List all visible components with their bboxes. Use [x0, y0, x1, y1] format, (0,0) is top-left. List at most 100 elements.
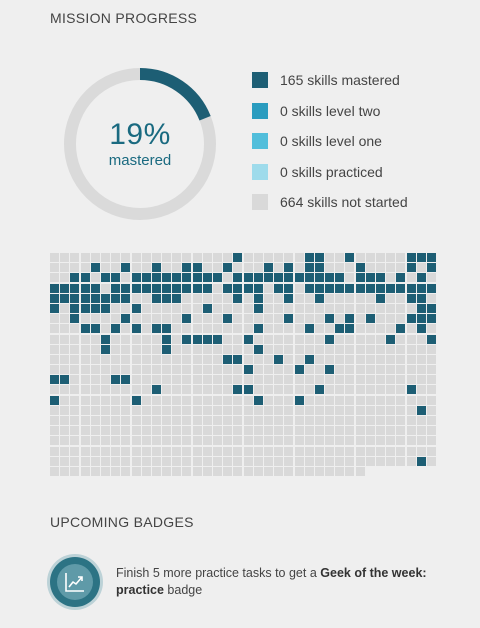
skill-cell-not-started[interactable]	[213, 466, 222, 476]
skill-cell-mastered[interactable]	[172, 273, 182, 283]
skill-cell-mastered[interactable]	[121, 293, 131, 303]
skill-cell-not-started[interactable]	[223, 344, 233, 354]
skill-cell-not-started[interactable]	[182, 436, 192, 446]
skill-cell-mastered[interactable]	[365, 314, 375, 324]
skill-cell-not-started[interactable]	[263, 395, 273, 405]
skill-cell-not-started[interactable]	[376, 446, 385, 456]
skill-cell-not-started[interactable]	[274, 446, 284, 456]
skill-cell-not-started[interactable]	[314, 354, 324, 364]
skill-cell-not-started[interactable]	[406, 303, 416, 313]
skill-cell-not-started[interactable]	[406, 334, 416, 344]
skill-cell-not-started[interactable]	[376, 456, 385, 466]
skill-cell-not-started[interactable]	[233, 334, 243, 344]
skill-cell-not-started[interactable]	[100, 375, 110, 385]
skill-cell-mastered[interactable]	[90, 303, 100, 313]
skill-cell-not-started[interactable]	[182, 385, 192, 395]
skill-cell-not-started[interactable]	[376, 263, 385, 273]
skill-cell-not-started[interactable]	[274, 416, 284, 425]
skill-cell-not-started[interactable]	[304, 344, 314, 354]
skill-cell-not-started[interactable]	[121, 405, 131, 415]
skill-cell-not-started[interactable]	[263, 405, 273, 415]
skill-cell-not-started[interactable]	[325, 253, 335, 262]
skill-cell-mastered[interactable]	[182, 263, 192, 273]
skill-cell-not-started[interactable]	[325, 416, 335, 425]
skill-cell-not-started[interactable]	[60, 324, 70, 334]
skill-cell-not-started[interactable]	[365, 426, 375, 436]
skill-cell-not-started[interactable]	[80, 314, 90, 324]
skill-cell-not-started[interactable]	[365, 293, 375, 303]
skill-cell-not-started[interactable]	[396, 456, 406, 466]
skill-cell-not-started[interactable]	[263, 253, 273, 262]
skill-cell-mastered[interactable]	[335, 283, 345, 293]
skill-cell-not-started[interactable]	[355, 395, 365, 405]
skill-cell-not-started[interactable]	[90, 416, 100, 425]
skill-cell-not-started[interactable]	[416, 446, 426, 456]
skill-cell-not-started[interactable]	[50, 385, 59, 395]
skill-cell-not-started[interactable]	[192, 314, 202, 324]
skill-cell-not-started[interactable]	[304, 426, 314, 436]
skill-cell-not-started[interactable]	[284, 466, 294, 476]
skill-cell-not-started[interactable]	[253, 385, 263, 395]
skill-cell-mastered[interactable]	[274, 273, 284, 283]
skill-cell-not-started[interactable]	[172, 436, 182, 446]
skill-cell-not-started[interactable]	[162, 263, 172, 273]
skill-cell-not-started[interactable]	[111, 466, 121, 476]
skill-cell-not-started[interactable]	[141, 405, 151, 415]
skill-cell-not-started[interactable]	[386, 303, 396, 313]
skill-cell-not-started[interactable]	[141, 416, 151, 425]
skill-cell-not-started[interactable]	[274, 436, 284, 446]
skill-cell-not-started[interactable]	[213, 324, 222, 334]
skill-cell-mastered[interactable]	[162, 334, 172, 344]
skill-cell-not-started[interactable]	[233, 416, 243, 425]
skill-cell-not-started[interactable]	[111, 263, 121, 273]
skill-cell-not-started[interactable]	[182, 446, 192, 456]
skill-cell-not-started[interactable]	[162, 446, 172, 456]
skill-cell-not-started[interactable]	[274, 365, 284, 375]
skill-cell-not-started[interactable]	[406, 456, 416, 466]
skill-cell-not-started[interactable]	[386, 354, 396, 364]
skill-cell-not-started[interactable]	[325, 426, 335, 436]
skill-cell-not-started[interactable]	[365, 365, 375, 375]
skill-cell-not-started[interactable]	[345, 426, 355, 436]
skill-cell-not-started[interactable]	[50, 466, 59, 476]
skill-cell-not-started[interactable]	[60, 365, 70, 375]
skill-cell-not-started[interactable]	[335, 405, 345, 415]
skill-cell-not-started[interactable]	[243, 416, 253, 425]
skill-cell-not-started[interactable]	[314, 303, 324, 313]
skill-cell-mastered[interactable]	[416, 283, 426, 293]
skill-cell-mastered[interactable]	[90, 283, 100, 293]
skill-cell-not-started[interactable]	[80, 456, 90, 466]
skill-cell-not-started[interactable]	[202, 436, 212, 446]
skill-cell-not-started[interactable]	[243, 405, 253, 415]
skill-cell-not-started[interactable]	[141, 456, 151, 466]
skill-cell-mastered[interactable]	[233, 273, 243, 283]
skill-cell-not-started[interactable]	[243, 436, 253, 446]
skill-cell-not-started[interactable]	[90, 405, 100, 415]
skill-cell-not-started[interactable]	[304, 293, 314, 303]
skill-cell-not-started[interactable]	[70, 324, 80, 334]
skill-cell-not-started[interactable]	[192, 446, 202, 456]
skill-cell-not-started[interactable]	[325, 375, 335, 385]
skill-cell-not-started[interactable]	[416, 426, 426, 436]
skill-cell-not-started[interactable]	[274, 314, 284, 324]
skill-cell-not-started[interactable]	[386, 253, 396, 262]
skill-cell-not-started[interactable]	[151, 365, 161, 375]
skill-cell-not-started[interactable]	[294, 314, 304, 324]
skill-cell-mastered[interactable]	[131, 273, 141, 283]
skill-cell-not-started[interactable]	[141, 426, 151, 436]
skill-cell-not-started[interactable]	[213, 436, 222, 446]
skill-cell-not-started[interactable]	[304, 365, 314, 375]
skill-cell-not-started[interactable]	[121, 436, 131, 446]
skill-cell-not-started[interactable]	[100, 466, 110, 476]
skill-cell-not-started[interactable]	[263, 344, 273, 354]
skill-cell-not-started[interactable]	[325, 354, 335, 364]
skill-cell-not-started[interactable]	[213, 283, 222, 293]
skill-cell-not-started[interactable]	[284, 405, 294, 415]
skill-cell-not-started[interactable]	[90, 385, 100, 395]
skill-cell-mastered[interactable]	[345, 324, 355, 334]
skill-cell-not-started[interactable]	[111, 405, 121, 415]
skill-cell-not-started[interactable]	[396, 416, 406, 425]
skill-cell-not-started[interactable]	[233, 446, 243, 456]
skill-cell-not-started[interactable]	[213, 385, 222, 395]
skill-cell-not-started[interactable]	[386, 293, 396, 303]
